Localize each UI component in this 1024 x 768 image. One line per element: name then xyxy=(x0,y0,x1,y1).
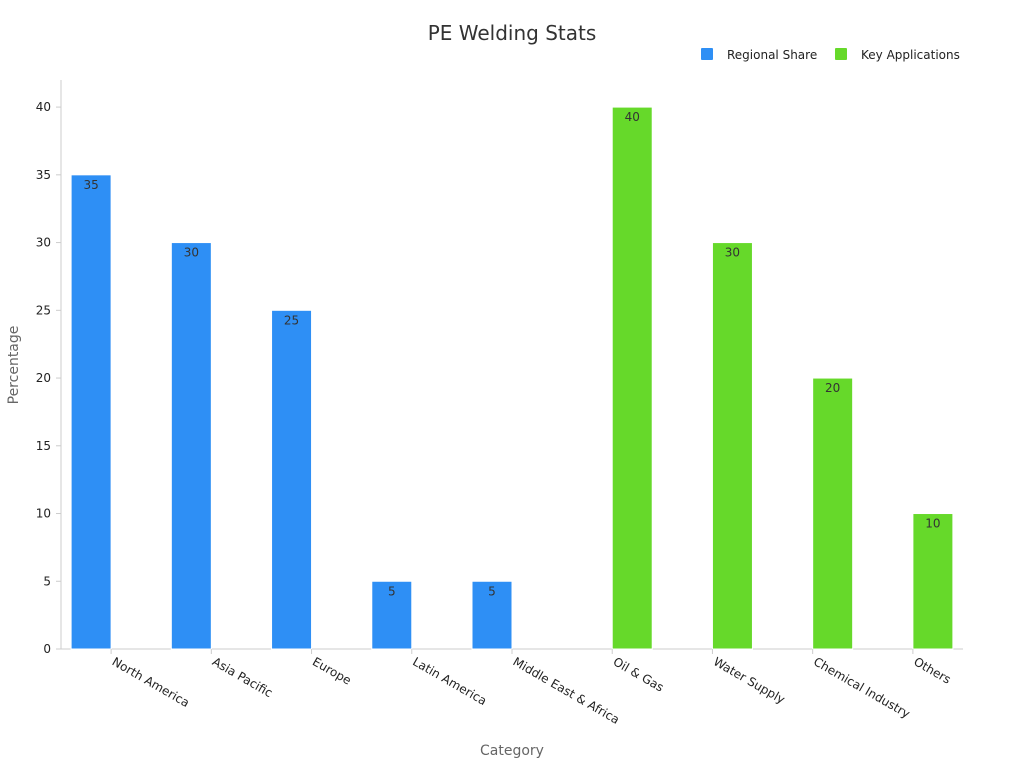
x-tick-label: Water Supply xyxy=(711,654,787,706)
bar-regional-share-europe-value-label: 25 xyxy=(284,313,299,327)
x-tick-label: Others xyxy=(911,654,953,686)
bar-key-applications-water-supply-value-label: 30 xyxy=(725,246,740,260)
bar-regional-share-middle-east-and-africa[interactable] xyxy=(471,580,513,650)
y-tick-label: 20 xyxy=(36,371,51,385)
bar-regional-share-latin-america[interactable] xyxy=(371,580,413,650)
bar-regional-share-latin-america-value-label: 5 xyxy=(388,584,396,598)
x-tick-label: Middle East & Africa xyxy=(511,654,622,726)
legend-label-key-applications: Key Applications xyxy=(861,48,960,62)
y-tick-label: 25 xyxy=(36,303,51,317)
y-axis-label: Percentage xyxy=(6,326,22,405)
bars-group xyxy=(70,106,954,650)
legend-item-regional-share[interactable]: Regional Share xyxy=(701,48,817,62)
bar-regional-share-middle-east-and-africa-value-label: 5 xyxy=(488,584,496,598)
legend-label-regional-share: Regional Share xyxy=(727,48,817,62)
bar-regional-share-north-america[interactable] xyxy=(70,174,112,650)
x-tick-label: Europe xyxy=(310,654,354,687)
chart-title: PE Welding Stats xyxy=(428,21,597,45)
bar-key-applications-others-value-label: 10 xyxy=(925,517,940,531)
bar-regional-share-europe[interactable] xyxy=(271,309,313,650)
bar-key-applications-water-supply[interactable] xyxy=(711,242,753,650)
x-axis-label: Category xyxy=(480,743,544,759)
y-tick-label: 10 xyxy=(36,507,51,521)
bar-key-applications-chemical-industry-value-label: 20 xyxy=(825,381,840,395)
bar-regional-share-north-america-value-label: 35 xyxy=(83,178,98,192)
x-ticks-group: North America Asia Pacific Europe Latin Ame… xyxy=(110,649,953,727)
y-tick-label: 0 xyxy=(43,642,51,656)
bar-regional-share-asia-pacific-value-label: 30 xyxy=(184,246,199,260)
bar-regional-share-asia-pacific[interactable] xyxy=(170,242,212,650)
bar-labels-group: 35 30 25 5 5 40 30 20 10 xyxy=(83,110,940,598)
legend-swatch-key-applications xyxy=(835,48,847,60)
legend: Regional Share Key Applications xyxy=(701,48,960,62)
y-tick-label: 40 xyxy=(36,100,51,114)
y-ticks-group: 0 5 10 15 20 25 30 35 40 xyxy=(36,100,61,656)
x-tick-label: Oil & Gas xyxy=(611,654,667,694)
x-tick-label: Chemical Industry xyxy=(811,654,912,721)
x-tick-label: Asia Pacific xyxy=(210,654,275,700)
y-tick-label: 5 xyxy=(43,574,51,588)
y-tick-label: 30 xyxy=(36,236,51,250)
x-tick-label: Latin America xyxy=(410,654,489,708)
legend-swatch-regional-share xyxy=(701,48,713,60)
bar-key-applications-chemical-industry[interactable] xyxy=(812,377,854,650)
y-tick-label: 35 xyxy=(36,168,51,182)
bar-key-applications-oil-and-gas-value-label: 40 xyxy=(625,110,640,124)
bar-key-applications-others[interactable] xyxy=(912,513,954,650)
legend-item-key-applications[interactable]: Key Applications xyxy=(835,48,960,62)
y-tick-label: 15 xyxy=(36,439,51,453)
bar-key-applications-oil-and-gas[interactable] xyxy=(611,106,653,650)
x-tick-label: North America xyxy=(110,654,192,710)
